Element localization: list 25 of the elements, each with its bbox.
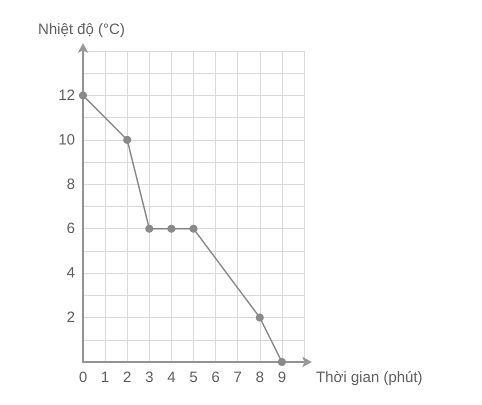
x-tick-label: 5: [189, 369, 198, 386]
point: [145, 224, 154, 233]
x-tick-label: 4: [167, 369, 176, 386]
point: [190, 224, 198, 233]
x-axis-title: Thời gian (phút): [316, 369, 423, 386]
x-tick-label: 8: [256, 369, 264, 386]
x-tick-label: 2: [123, 369, 132, 386]
y-tick-label: 2: [66, 309, 75, 326]
point: [278, 358, 286, 366]
point: [79, 91, 87, 100]
x-tick-label: 3: [145, 369, 154, 386]
x-tick-label: 7: [234, 369, 242, 386]
point: [123, 136, 132, 144]
y-tick-label: 8: [66, 176, 75, 193]
y-axis-title: Nhiệt độ (°C): [38, 21, 125, 38]
x-tick-label: 1: [100, 369, 110, 386]
y-tick-label: 4: [66, 264, 75, 282]
point: [256, 314, 264, 322]
y-tick-label: 12: [58, 86, 75, 104]
x-tick-label: 9: [278, 369, 286, 386]
y-tick-label: 6: [66, 220, 75, 238]
x-tick-label: 6: [211, 369, 220, 386]
y-tick-label: 10: [58, 131, 75, 148]
x-tick-label: 0: [78, 369, 88, 386]
point: [167, 224, 176, 233]
